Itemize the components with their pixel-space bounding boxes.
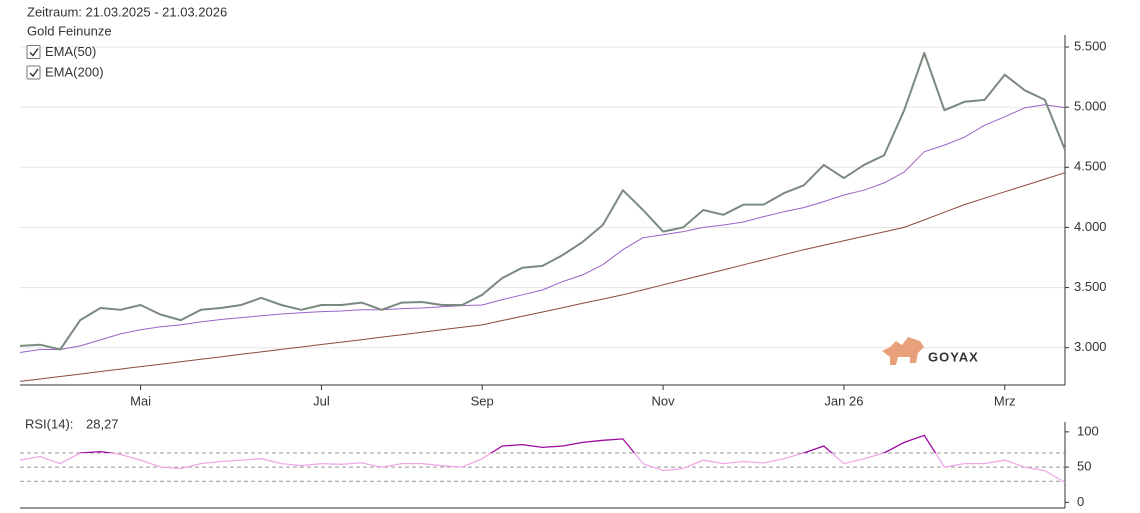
y-tick-label: 3.500 <box>1074 279 1107 294</box>
y-tick-label: 3.000 <box>1074 339 1107 354</box>
rsi-value: 28,27 <box>86 416 119 431</box>
price-line <box>19 172 1066 382</box>
rsi-label: RSI(14): <box>25 416 73 431</box>
price-line <box>19 52 1066 351</box>
rsi-y-tick-label: 0 <box>1077 494 1084 509</box>
checkbox-tick <box>29 48 39 57</box>
x-tick-label: Sep <box>471 393 494 408</box>
logo-text: GOYAX <box>928 349 979 364</box>
legend-label: EMA(50) <box>45 44 96 59</box>
checkbox-box <box>26 45 41 59</box>
logo-bull <box>882 337 924 365</box>
rsi-y-tick-label: 50 <box>1077 459 1091 474</box>
y-tick-label: 4.500 <box>1074 159 1107 174</box>
price-line <box>19 104 1066 353</box>
x-tick-label: Mrz <box>994 393 1016 408</box>
rsi-y-tick-label: 100 <box>1077 423 1099 438</box>
x-tick-label: Jul <box>313 393 330 408</box>
y-tick-label: 5.500 <box>1074 38 1107 53</box>
x-tick-label: Jan 26 <box>824 393 863 408</box>
chart-title: Zeitraum: 21.03.2025 - 21.03.2026 <box>27 4 227 19</box>
checkbox-tick <box>29 68 39 78</box>
x-tick-label: Nov <box>652 393 676 408</box>
logo: GOYAX <box>882 337 979 365</box>
rsi-line <box>19 434 1066 483</box>
x-tick-label: Mai <box>130 393 151 408</box>
legend-label: EMA(200) <box>45 64 104 79</box>
y-tick-label: 5.000 <box>1074 99 1107 114</box>
checkbox-box <box>26 65 41 80</box>
y-tick-label: 4.000 <box>1074 219 1107 234</box>
legend-checkbox[interactable] <box>26 65 41 80</box>
legend-label: Gold Feinunze <box>27 23 112 38</box>
legend-checkbox[interactable] <box>26 45 41 59</box>
